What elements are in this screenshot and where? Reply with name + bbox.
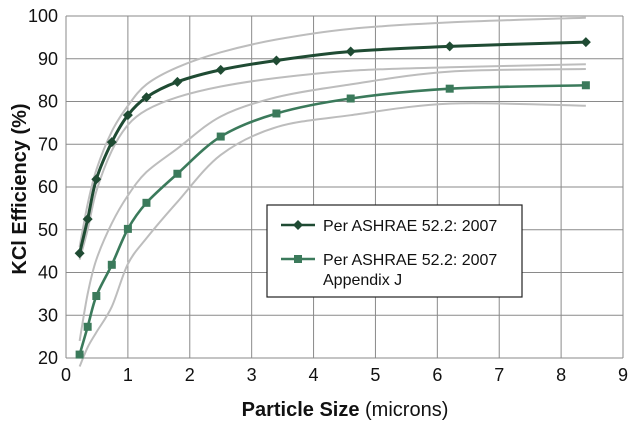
legend-series-2-label-line-1: Per ASHRAE 52.2: 2007 <box>323 252 497 269</box>
series-2-point-1 <box>76 351 84 359</box>
x-tick-label-2: 2 <box>185 365 195 385</box>
series-2-point-9 <box>272 109 280 117</box>
legend: Per ASHRAE 52.2: 2007 Per ASHRAE 52.2: 2… <box>267 205 522 297</box>
series-2-point-11 <box>446 85 454 93</box>
series-2-point-10 <box>347 95 355 103</box>
series-2-point-3 <box>92 292 100 300</box>
y-tick-label-8: 100 <box>28 6 58 26</box>
series-2-point-7 <box>173 170 181 178</box>
x-tick-label-3: 3 <box>247 365 257 385</box>
y-tick-label-5: 70 <box>38 134 58 154</box>
series-2-point-2 <box>84 323 92 331</box>
legend-series-2-label-line-2: Appendix J <box>323 272 402 289</box>
y-tick-label-3: 50 <box>38 220 58 240</box>
x-tick-label-1: 1 <box>123 365 133 385</box>
x-axis-title-main: Particle Size <box>242 399 360 421</box>
x-tick-label-6: 6 <box>432 365 442 385</box>
x-axis-title-unit: (microns) <box>359 399 448 421</box>
x-tick-label-9: 9 <box>618 365 628 385</box>
legend-series-1-label: Per ASHRAE 52.2: 2007 <box>323 218 497 235</box>
y-tick-label-7: 90 <box>38 49 58 69</box>
y-tick-label-0: 20 <box>38 348 58 368</box>
x-tick-label-5: 5 <box>370 365 380 385</box>
x-tick-label-8: 8 <box>556 365 566 385</box>
y-tick-label-2: 40 <box>38 263 58 283</box>
legend-series-2-marker <box>294 255 302 263</box>
series-2-point-6 <box>142 199 150 207</box>
series-2-point-12 <box>582 81 590 89</box>
y-axis-title: KCl Efficiency (%) <box>9 103 31 274</box>
x-tick-label-0: 0 <box>61 365 71 385</box>
x-tick-label-4: 4 <box>309 365 319 385</box>
series-2-point-8 <box>217 133 225 141</box>
y-tick-label-1: 30 <box>38 305 58 325</box>
x-axis-title: Particle Size (microns) <box>242 399 449 421</box>
x-tick-label-7: 7 <box>494 365 504 385</box>
series-2-point-4 <box>108 261 116 269</box>
series-2-point-5 <box>124 225 132 233</box>
y-tick-label-4: 60 <box>38 177 58 197</box>
y-tick-label-6: 80 <box>38 92 58 112</box>
